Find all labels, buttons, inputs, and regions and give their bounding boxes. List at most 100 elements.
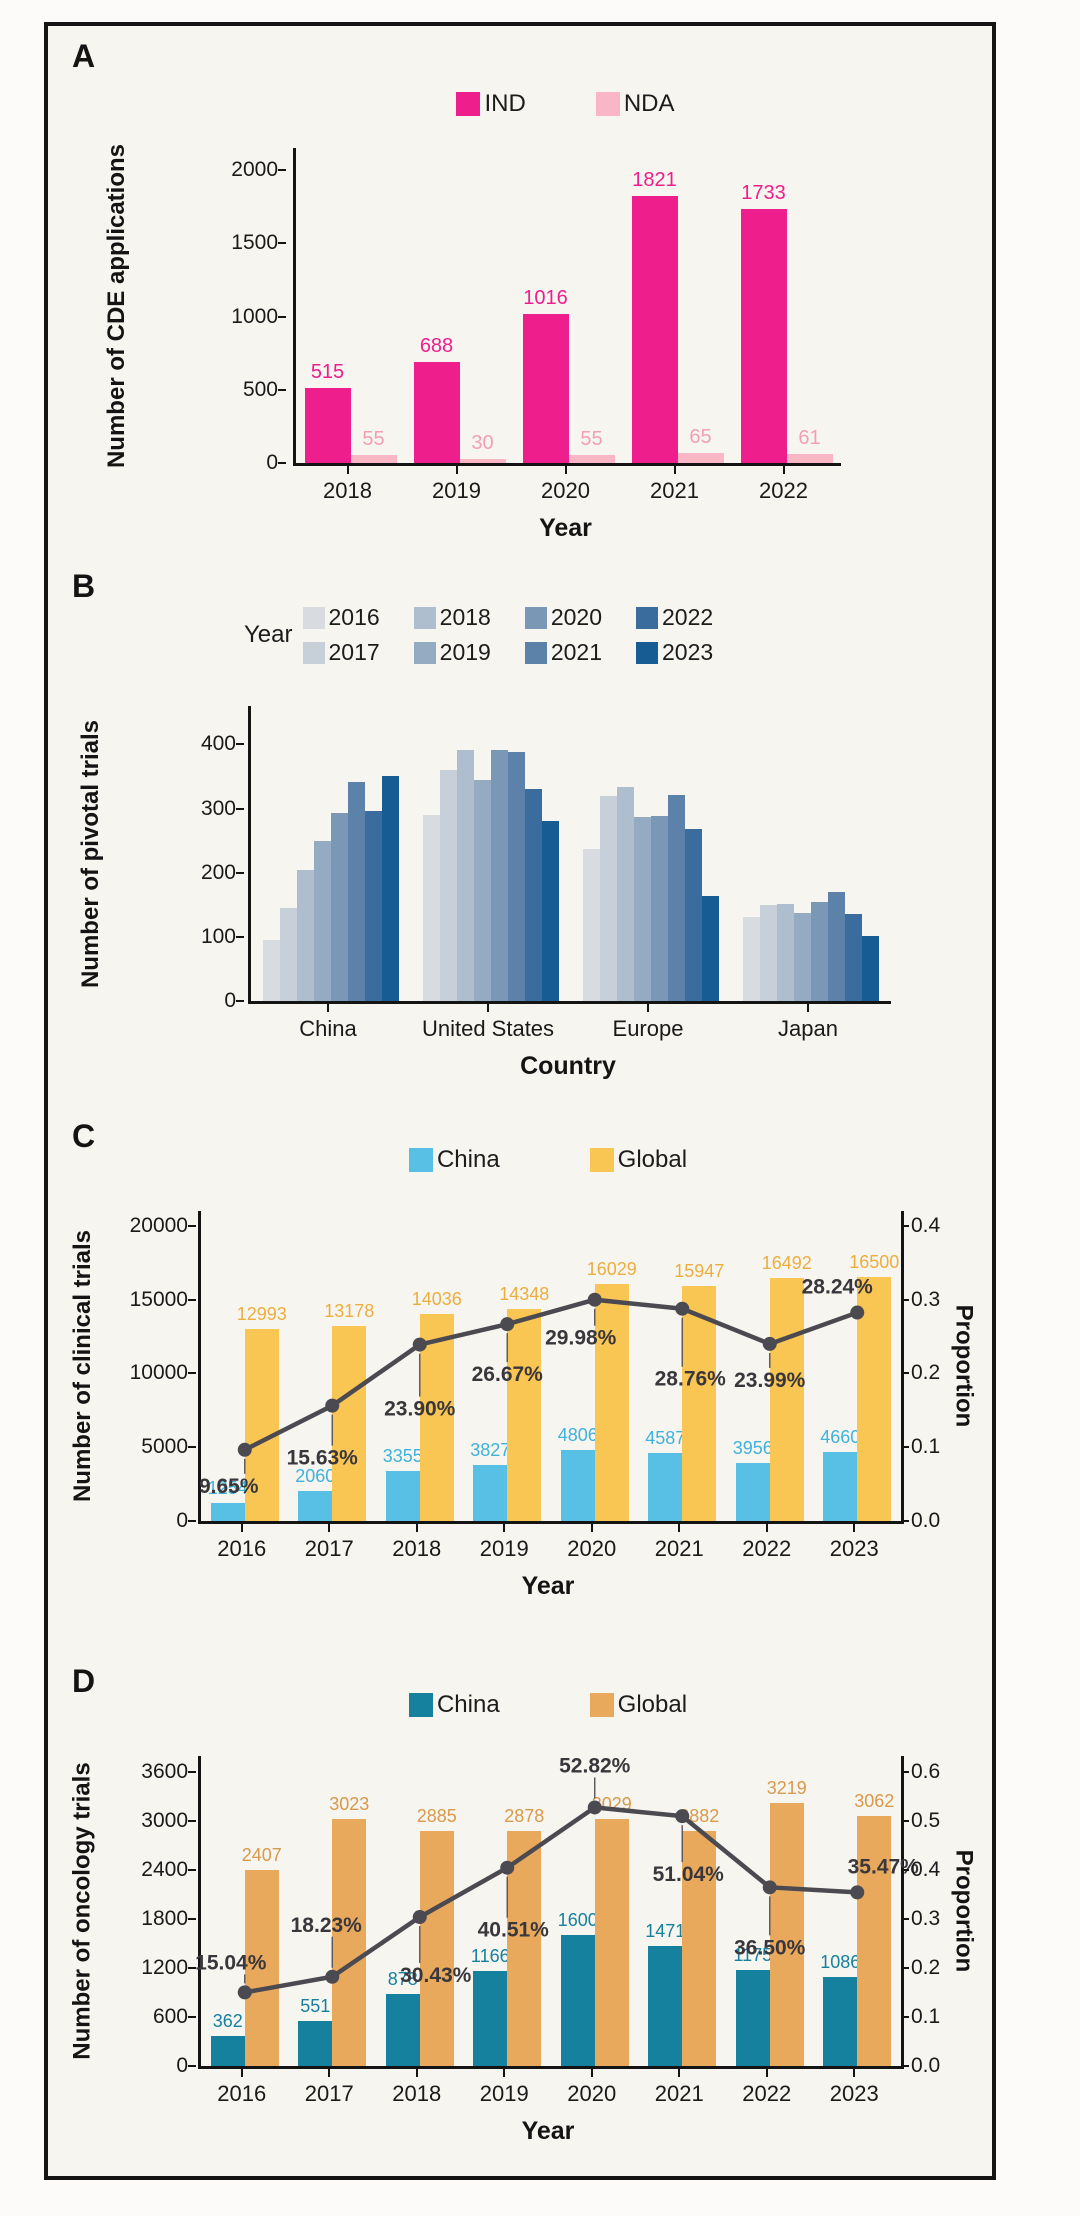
x-tick-label: Japan	[778, 1016, 838, 1041]
bar-China-2016	[210, 2036, 245, 2066]
proportion-line-layer: 9.65% 15.63% 23.90% 26.67%29.98% 28.76% 23.99…	[199, 1276, 873, 1498]
legend-item-2023: 2023	[636, 639, 713, 666]
x-tick-mark	[240, 2069, 243, 2077]
line-point-label: 15.04%	[195, 1951, 267, 1974]
bar-2017-United States	[440, 770, 457, 1001]
y-tick-mark	[188, 2065, 196, 2067]
bar-Global-2017	[332, 1819, 367, 2066]
bar-2021-Japan	[828, 891, 845, 1001]
bar-value-label: 55	[362, 427, 385, 450]
x-tick-mark	[455, 466, 458, 474]
bar-China-2023	[823, 1452, 858, 1521]
bar-Global-2023	[857, 1816, 892, 2066]
line-point	[762, 1336, 777, 1351]
bar-value-label: 551	[300, 1996, 331, 2017]
x-tick-mark	[346, 466, 349, 474]
line-point-label: 26.67%	[472, 1363, 544, 1386]
line-point-label: 40.51%	[478, 1919, 550, 1942]
bar-value-label: 61	[798, 427, 821, 450]
x-tick-mark	[487, 1004, 489, 1012]
year-2023-swatch-icon	[636, 641, 659, 664]
nda-swatch-icon	[595, 92, 620, 116]
bar-value-label: 15947	[674, 1260, 725, 1281]
legend-item-2021: 2021	[524, 639, 602, 666]
bar-China-2022	[735, 1462, 770, 1521]
y-tick-mark	[188, 1520, 196, 1522]
x-tick-label: 2021	[654, 1536, 704, 1561]
bar-value-label: 688	[419, 335, 454, 358]
panel-b-letter: B	[72, 568, 96, 604]
bar-China-2020	[560, 1935, 595, 2066]
panel-c-right-axis: 0.0 0.1 0.2 0.3 0.4	[901, 1211, 961, 1532]
bar-IND-2019	[413, 362, 460, 463]
y-tick-label: 300	[200, 796, 236, 820]
right-tick-label: 0.3	[911, 1907, 941, 1931]
right-tick-label: 0.3	[911, 1287, 941, 1311]
legend-label-china-oncology: China	[436, 1691, 500, 1718]
x-tick-label: 2017	[304, 2081, 354, 2106]
bar-value-label: 16500	[849, 1252, 900, 1273]
panel-c-letter: C	[72, 1118, 96, 1154]
x-tick-mark	[853, 1524, 856, 1532]
bar-2018-United States	[457, 750, 474, 1001]
line-point	[850, 1305, 865, 1320]
y-tick-label: 400	[200, 732, 236, 756]
bar-China-2018	[385, 1471, 420, 1521]
bar-value-label: 12993	[236, 1304, 287, 1325]
panel-a-y-title: Number of CDE applications	[103, 143, 131, 468]
bar-Global-2018	[419, 1830, 454, 2066]
bar-value-label: 1086	[820, 1952, 861, 1973]
right-tick-mark	[901, 1446, 909, 1449]
panel-c-x-title: Year	[521, 1572, 575, 1600]
year-2016-swatch-icon	[302, 606, 325, 629]
bar-Global-2019	[507, 1309, 542, 1521]
y-tick-mark	[188, 1446, 196, 1449]
bar-2019-China	[314, 840, 331, 1001]
line-point	[675, 1809, 690, 1824]
x-tick-label: 2020	[541, 478, 590, 503]
bar-2018-China	[297, 869, 314, 1001]
line-point-label: 30.43%	[400, 1964, 472, 1987]
panel-b-y-axis: 0 100 200 300 400	[128, 706, 244, 1012]
panel-b-x-axis: China United States Europe Japan	[248, 1004, 888, 1044]
line-point-label: 15.63%	[287, 1447, 359, 1470]
proportion-line	[244, 1805, 858, 1995]
panel-d-right-axis: 0.0 0.1 0.2 0.3 0.4 0.5 0.6	[901, 1756, 961, 2077]
x-tick-mark	[590, 2069, 593, 2077]
bar-value-label: 3956	[732, 1437, 773, 1458]
bar-IND-2021	[631, 196, 678, 463]
y-tick-label: 3000	[141, 1809, 188, 1833]
x-tick-label: 2019	[432, 478, 481, 503]
right-tick-mark	[901, 1869, 909, 1872]
legend-item-ind: IND	[456, 90, 526, 118]
panel-d-plot: 362 551 878 1166 1600 1471 1175 1086 2407 3023 288…	[195, 1754, 919, 2069]
line-point-label: 28.76%	[655, 1368, 727, 1391]
right-tick-mark	[901, 1298, 909, 1301]
line-point-label: 23.90%	[384, 1398, 456, 1421]
bar-2020-China	[331, 813, 348, 1001]
y-tick-mark	[188, 1298, 196, 1301]
y-tick-mark	[188, 1820, 196, 1823]
y-tick-label: 0	[224, 989, 236, 1012]
bar-Global-2020	[594, 1818, 629, 2066]
line-point-label: 18.23%	[291, 1914, 363, 1937]
bar-value-label: 14036	[411, 1288, 462, 1309]
bar-2019-United States	[474, 779, 491, 1001]
y-tick-label: 1000	[231, 304, 278, 328]
bar-2023-Europe	[702, 896, 719, 1001]
panel-d-legend: China Global	[198, 1691, 898, 1719]
y-tick-label: 1500	[231, 231, 278, 255]
y-tick-label: 1800	[141, 1907, 188, 1931]
y-tick-label: 0	[266, 451, 278, 474]
bar-value-label: 1600	[557, 1910, 598, 1931]
year-2020-swatch-icon	[524, 606, 547, 629]
proportion-line-layer: 15.04% 18.23% 30.43% 40.51% 52.82% 51.04% 36.5…	[195, 1754, 919, 2000]
y-tick-mark	[278, 388, 286, 391]
bar-China-2017	[298, 2021, 333, 2066]
legend-item-nda: NDA	[595, 90, 675, 118]
bar-value-label: 1166	[470, 1945, 510, 1966]
legend-label-global: Global	[617, 1146, 688, 1173]
line-point	[412, 1910, 427, 1925]
y-tick-label: 0	[176, 2054, 188, 2077]
right-tick-mark	[901, 1224, 909, 1227]
